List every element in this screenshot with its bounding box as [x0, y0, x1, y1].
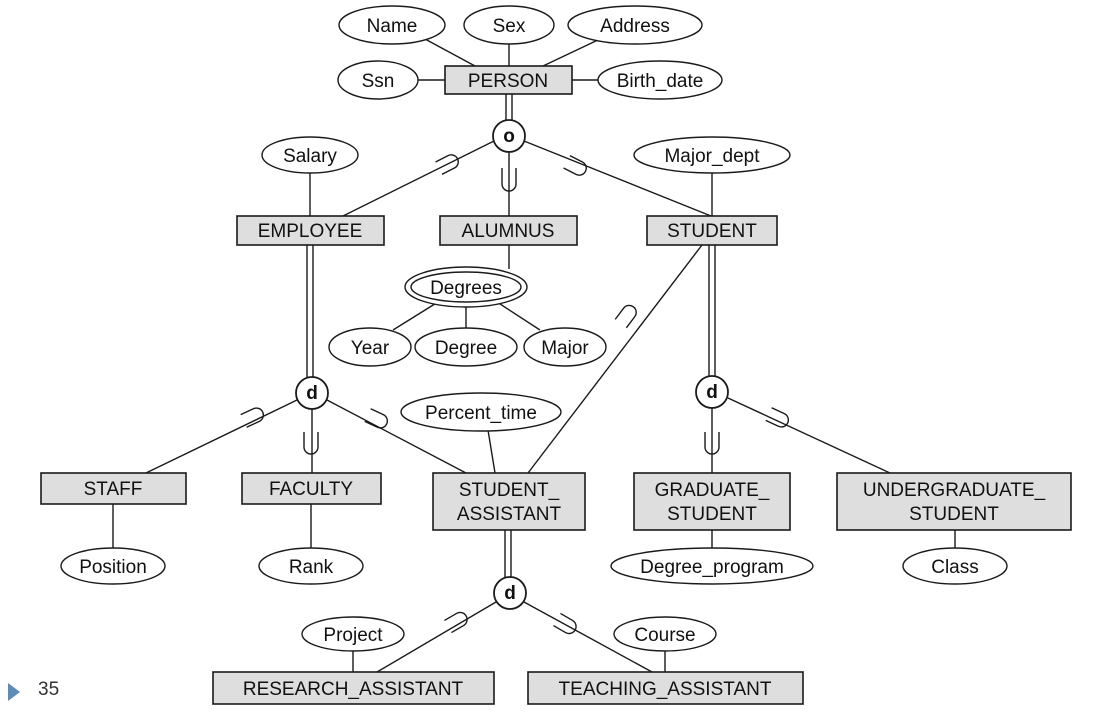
- attribute-degree-program: Degree_program: [610, 547, 814, 585]
- attribute-degrees-multivalued: Degrees: [404, 266, 528, 308]
- disjoint-constraint-student: d: [695, 375, 729, 409]
- svg-text:Year: Year: [351, 338, 390, 359]
- entity-faculty: FACULTY: [241, 472, 382, 505]
- attribute-degree: Degree: [414, 327, 518, 367]
- entity-student: STUDENT: [646, 215, 778, 246]
- svg-text:TEACHING_ASSISTANT: TEACHING_ASSISTANT: [559, 679, 772, 700]
- attribute-salary: Salary: [261, 136, 359, 174]
- entity-graduate-student: GRADUATE_ STUDENT: [633, 472, 791, 531]
- svg-text:Degrees: Degrees: [430, 278, 502, 299]
- svg-text:STUDENT_: STUDENT_: [459, 480, 560, 501]
- svg-text:RESEARCH_ASSISTANT: RESEARCH_ASSISTANT: [243, 679, 464, 700]
- svg-text:Sex: Sex: [493, 16, 526, 37]
- svg-text:STUDENT: STUDENT: [667, 504, 757, 525]
- attribute-rank: Rank: [258, 547, 364, 585]
- entity-staff: STAFF: [40, 472, 187, 505]
- svg-text:Ssn: Ssn: [362, 71, 395, 92]
- entity-teaching-assistant: TEACHING_ASSISTANT: [527, 671, 804, 705]
- entity-person: PERSON: [444, 65, 573, 95]
- svg-text:UNDERGRADUATE_: UNDERGRADUATE_: [863, 480, 1046, 501]
- svg-text:Name: Name: [367, 16, 418, 37]
- attribute-ssn: Ssn: [337, 60, 419, 100]
- attribute-year: Year: [328, 327, 412, 367]
- svg-text:FACULTY: FACULTY: [269, 479, 353, 500]
- svg-text:Major: Major: [541, 338, 589, 359]
- slide-bullet-icon: [8, 683, 20, 701]
- attribute-percent-time: Percent_time: [400, 392, 562, 432]
- svg-text:Course: Course: [634, 625, 695, 646]
- attribute-birth-date: Birth_date: [597, 60, 723, 100]
- svg-text:Major_dept: Major_dept: [664, 146, 760, 167]
- attribute-class: Class: [902, 547, 1008, 585]
- svg-text:Percent_time: Percent_time: [425, 403, 537, 424]
- attribute-project: Project: [301, 616, 405, 652]
- svg-text:STUDENT: STUDENT: [667, 221, 757, 242]
- entity-employee: EMPLOYEE: [236, 215, 385, 246]
- svg-text:Birth_date: Birth_date: [617, 71, 704, 92]
- overlap-constraint-person: o: [492, 119, 526, 153]
- attribute-position: Position: [60, 547, 166, 585]
- svg-text:Salary: Salary: [283, 146, 337, 167]
- svg-text:d: d: [706, 382, 718, 403]
- svg-text:ASSISTANT: ASSISTANT: [457, 504, 562, 525]
- attribute-address: Address: [567, 5, 703, 45]
- svg-text:STUDENT: STUDENT: [909, 504, 999, 525]
- page-number: 35: [38, 679, 60, 700]
- svg-text:d: d: [306, 383, 318, 404]
- svg-text:Project: Project: [323, 625, 383, 646]
- entity-alumnus: ALUMNUS: [439, 215, 578, 246]
- attribute-major: Major: [523, 327, 607, 367]
- svg-text:Degree: Degree: [435, 338, 497, 359]
- disjoint-constraint-employee: d: [295, 376, 329, 410]
- attribute-course: Course: [613, 616, 717, 652]
- svg-text:Degree_program: Degree_program: [640, 557, 784, 578]
- attribute-sex: Sex: [463, 5, 555, 45]
- svg-text:ALUMNUS: ALUMNUS: [462, 221, 555, 242]
- svg-text:STAFF: STAFF: [84, 479, 143, 500]
- entity-undergraduate-student: UNDERGRADUATE_ STUDENT: [836, 472, 1072, 531]
- svg-text:PERSON: PERSON: [468, 71, 548, 92]
- subset-symbols: [240, 154, 789, 635]
- svg-text:Position: Position: [79, 557, 147, 578]
- connector-lines: [112, 38, 956, 673]
- svg-text:Rank: Rank: [289, 557, 334, 578]
- entity-research-assistant: RESEARCH_ASSISTANT: [212, 671, 495, 705]
- entity-student-assistant: STUDENT_ ASSISTANT: [432, 472, 586, 531]
- svg-text:GRADUATE_: GRADUATE_: [655, 480, 770, 501]
- attribute-name: Name: [338, 5, 446, 45]
- svg-text:Address: Address: [600, 16, 670, 37]
- svg-text:d: d: [504, 583, 516, 604]
- attribute-major-dept: Major_dept: [633, 136, 791, 174]
- svg-text:EMPLOYEE: EMPLOYEE: [258, 221, 363, 242]
- disjoint-constraint-assistant: d: [493, 576, 527, 610]
- svg-text:Class: Class: [931, 557, 979, 578]
- svg-text:o: o: [503, 126, 515, 147]
